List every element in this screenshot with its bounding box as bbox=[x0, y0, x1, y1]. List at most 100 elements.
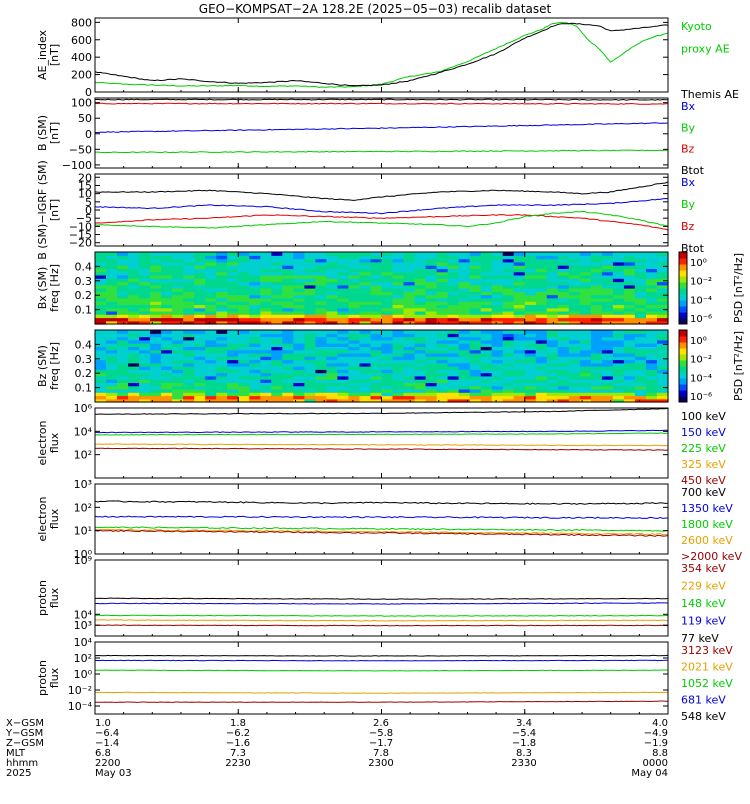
legend-entry: By bbox=[681, 121, 696, 134]
y-tick-label: 200 bbox=[71, 69, 92, 82]
series-line-225-keV bbox=[94, 432, 669, 436]
series-line-1800-keV bbox=[95, 526, 669, 532]
ephemeris-value: 2300 bbox=[368, 758, 393, 769]
legend-entry: By bbox=[681, 198, 696, 211]
y-axis-label: proton bbox=[36, 580, 49, 616]
y-tick-label: 0.1 bbox=[75, 304, 93, 317]
ephemeris-value: −1.4 bbox=[95, 738, 119, 749]
y-tick-label: 10³ bbox=[74, 619, 92, 632]
panel-frame bbox=[94, 97, 669, 169]
ephemeris-value: −1.9 bbox=[644, 738, 668, 749]
colorbar-tick-label: 10⁻⁴ bbox=[690, 373, 712, 384]
colorbar bbox=[678, 329, 688, 403]
y-tick-label: 800 bbox=[71, 16, 92, 29]
ephemeris-value: 2.6 bbox=[373, 718, 389, 729]
y-axis-label: electron bbox=[36, 497, 49, 542]
ephemeris-row-label: Z−GSM bbox=[6, 738, 44, 749]
series-line-2021-keV bbox=[94, 691, 669, 694]
panel-p_flux1 bbox=[94, 559, 669, 637]
y-axis-label: freq [Hz] bbox=[48, 342, 61, 390]
y-tick-label: 10³ bbox=[74, 478, 92, 491]
legend-entry: 1800 keV bbox=[681, 518, 733, 531]
ephemeris-row-label: X−GSM bbox=[6, 718, 44, 729]
series-line-3123-keV bbox=[94, 700, 669, 703]
ephemeris-value: 2330 bbox=[511, 758, 536, 769]
ephemeris-value: 7.8 bbox=[373, 748, 389, 759]
y-tick-label: 10² bbox=[74, 501, 92, 514]
series-line-Bz bbox=[94, 214, 669, 231]
ephemeris-value: May 03 bbox=[95, 768, 132, 779]
y-axis-label: flux bbox=[48, 667, 61, 688]
y-tick-label: 0.4 bbox=[75, 260, 93, 273]
y-tick-label: 10⁰ bbox=[74, 668, 93, 681]
legend-entry: 1350 keV bbox=[681, 502, 733, 515]
colorbar-tick-label: 10⁻⁶ bbox=[690, 392, 712, 403]
panel-e_flux2 bbox=[94, 483, 669, 555]
y-axis-label: AE_index bbox=[36, 29, 49, 80]
y-axis-label: freq [Hz] bbox=[48, 264, 61, 312]
series-line-Kyoto-proxy-AE bbox=[94, 21, 669, 88]
legend-entry: 229 keV bbox=[681, 580, 726, 593]
legend-entry: 148 keV bbox=[681, 597, 726, 610]
ephemeris-value: 7.3 bbox=[230, 748, 246, 759]
y-tick-label: 10⁻² bbox=[68, 684, 92, 697]
ephemeris-value: 8.3 bbox=[516, 748, 532, 759]
ephemeris-value: 6.8 bbox=[95, 748, 111, 759]
series-line-354-keV bbox=[94, 624, 669, 627]
y-tick-label: 0.3 bbox=[75, 353, 93, 366]
series-line-Bx bbox=[94, 197, 669, 215]
y-tick-label: 10⁴ bbox=[74, 425, 93, 438]
legend-entry: 119 keV bbox=[681, 615, 726, 628]
colorbar-tick-label: 10⁻⁴ bbox=[690, 295, 712, 306]
y-tick-label: 15 bbox=[78, 179, 92, 192]
panel-bx_spec bbox=[94, 251, 688, 325]
panel-b_sm bbox=[94, 97, 669, 169]
legend-entry: Bx bbox=[681, 176, 696, 189]
legend-entry: 2600 keV bbox=[681, 534, 733, 547]
y-tick-label: 10¹ bbox=[74, 525, 92, 538]
y-axis-label: electron bbox=[36, 421, 49, 466]
series-line-1052-keV bbox=[94, 669, 668, 672]
legend-entry: 681 keV bbox=[681, 694, 726, 707]
panel-frame bbox=[94, 641, 669, 715]
y-axis-label: [nT] bbox=[48, 44, 61, 66]
y-tick-label: 5 bbox=[85, 196, 92, 209]
series-line-548-keV bbox=[94, 654, 669, 657]
series-line-700-keV bbox=[94, 500, 669, 505]
panel-frame bbox=[94, 559, 669, 637]
ephemeris-value: −1.6 bbox=[226, 738, 250, 749]
ephemeris-value: 1.8 bbox=[230, 718, 246, 729]
series-line-681-keV bbox=[94, 659, 668, 662]
panel-bz_spec bbox=[94, 329, 688, 403]
colorbar-tick-label: 10⁰ bbox=[690, 336, 707, 347]
y-tick-label: 10 bbox=[78, 188, 92, 201]
spectrogram-cells bbox=[95, 252, 669, 325]
y-axis-label: flux bbox=[48, 432, 61, 453]
chart-title: GEO−KOMPSAT−2A 128.2E (2025−05−03) recal… bbox=[199, 2, 552, 16]
series-line-Bx bbox=[95, 122, 669, 133]
y-tick-label: 400 bbox=[71, 51, 92, 64]
y-tick-label: 10⁴ bbox=[74, 636, 93, 649]
y-tick-label: 0.2 bbox=[75, 289, 93, 302]
series-line-By bbox=[94, 211, 669, 229]
y-tick-label: 0 bbox=[85, 128, 92, 141]
series-line-450-keV bbox=[94, 447, 669, 451]
series-line-Themis-AE bbox=[94, 22, 669, 87]
ephemeris-row-label: Y−GSM bbox=[5, 728, 43, 739]
legend-entry: Bz bbox=[681, 143, 695, 156]
ephemeris-value: May 04 bbox=[631, 768, 668, 779]
series-line-229-keV bbox=[94, 619, 669, 622]
y-tick-label: −15 bbox=[69, 229, 92, 242]
series-line-100-keV bbox=[94, 407, 669, 415]
ephemeris-value: −1.8 bbox=[512, 738, 536, 749]
series-line--2000-keV bbox=[94, 529, 669, 537]
ephemeris-value: 2230 bbox=[225, 758, 250, 769]
y-tick-label: 10⁻⁴ bbox=[68, 700, 93, 713]
y-tick-label: −20 bbox=[69, 237, 92, 250]
legend-entry: proxy AE bbox=[681, 43, 730, 56]
legend-entry: Bx bbox=[681, 100, 696, 113]
y-axis-label: [nT] bbox=[48, 199, 61, 221]
colorbar-label: PSD [nT²/Hz] bbox=[732, 331, 745, 401]
legend-entry: 1052 keV bbox=[681, 677, 733, 690]
